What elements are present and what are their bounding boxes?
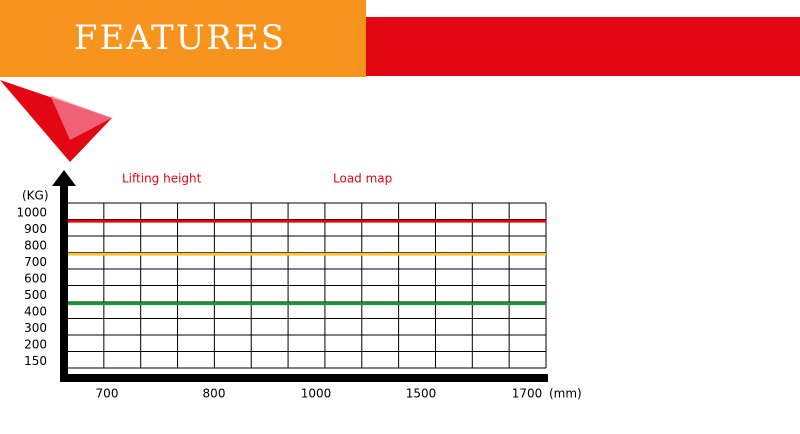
y-tick-label: 300 xyxy=(24,321,47,335)
y-tick-label: 150 xyxy=(24,354,47,368)
y-tick-label: 900 xyxy=(24,222,47,236)
annotation: Load map xyxy=(333,172,392,186)
y-tick-label: 500 xyxy=(24,288,47,302)
y-tick-label: 400 xyxy=(24,304,47,318)
annotation: Lifting height xyxy=(122,172,202,186)
y-axis-label: (KG) xyxy=(22,189,49,203)
y-tick-label: 600 xyxy=(24,271,47,285)
y-arrow xyxy=(52,170,76,186)
x-tick-label: 700 xyxy=(96,387,119,401)
x-tick-label: 800 xyxy=(203,387,226,401)
y-tick-label: 1000 xyxy=(16,205,47,219)
ribbon-light xyxy=(50,95,112,140)
x-tick-label: 1700 xyxy=(512,387,543,401)
banner-gap xyxy=(0,77,118,82)
x-axis xyxy=(60,374,548,382)
red-banner xyxy=(350,17,800,76)
y-tick-label: 700 xyxy=(24,255,47,269)
x-tick-label: 1000 xyxy=(301,387,332,401)
y-axis xyxy=(60,184,68,381)
title: FEATURES xyxy=(74,18,286,58)
x-tick-label: 1500 xyxy=(406,387,437,401)
ribbon xyxy=(0,80,112,162)
orange-banner xyxy=(0,0,366,77)
y-tick-label: 200 xyxy=(24,337,47,351)
y-tick-label: 800 xyxy=(24,238,47,252)
x-axis-label: (mm) xyxy=(549,387,582,401)
